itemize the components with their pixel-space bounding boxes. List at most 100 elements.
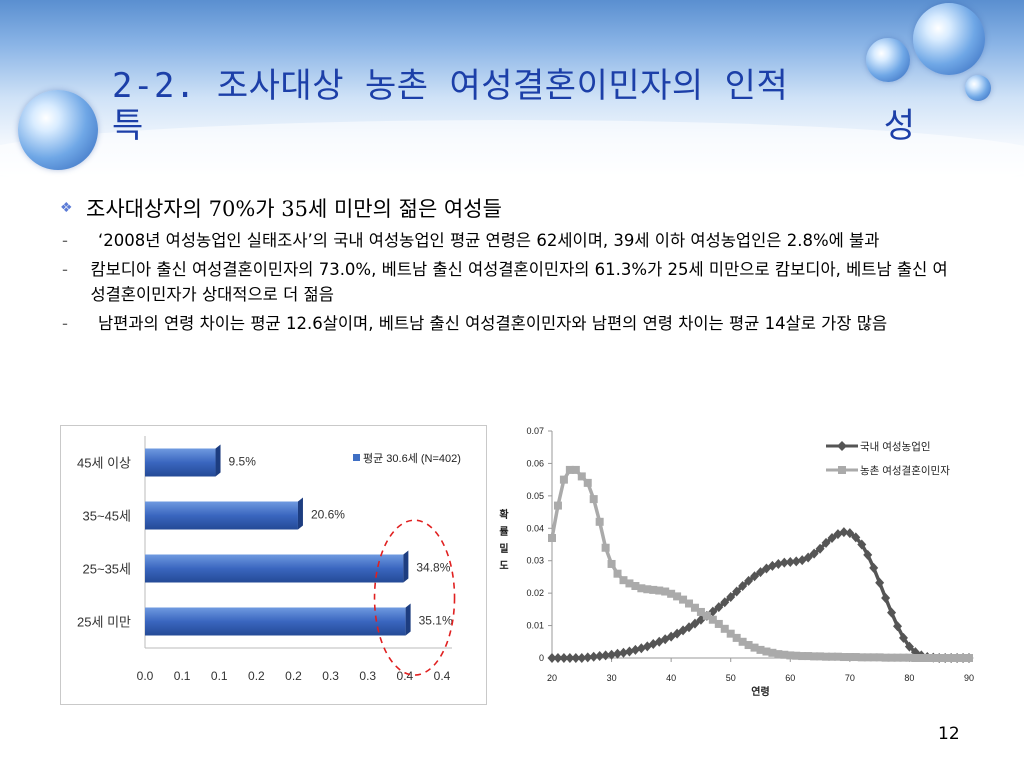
legend-label: 국내 여성농업인 [860, 440, 931, 453]
data-point [863, 549, 873, 560]
data-point [875, 653, 884, 662]
legend-marker [837, 441, 847, 451]
data-point [589, 495, 598, 504]
data-point [863, 653, 872, 662]
bar-value-label: 34.8% [416, 561, 450, 575]
data-point [624, 646, 634, 657]
header-banner [0, 0, 1024, 200]
data-point [667, 589, 676, 598]
bar-x-tick-label: 0.1 [174, 669, 191, 683]
bar-category-label: 35~45세 [83, 509, 131, 524]
data-point [845, 653, 854, 662]
data-point [815, 543, 825, 554]
data-point [809, 548, 819, 559]
slide-title-line2-right: 성 [883, 106, 915, 146]
dash-bullet-icon: - [62, 260, 68, 279]
slide-title-line2-left: 특 [112, 106, 144, 146]
y-tick-label: 0 [539, 653, 544, 663]
page-number: 12 [938, 724, 960, 744]
data-point [559, 653, 569, 663]
data-point [816, 652, 825, 661]
bar [145, 501, 298, 530]
data-point [642, 641, 652, 652]
data-point [649, 585, 658, 594]
data-point [869, 653, 878, 662]
data-point [798, 652, 807, 661]
data-point [577, 472, 586, 481]
y-tick-label: 0.03 [526, 556, 544, 566]
data-point [887, 607, 897, 618]
data-point [773, 558, 783, 569]
data-point [631, 582, 640, 591]
data-point [905, 653, 914, 662]
bar-x-tick-label: 0.4 [434, 669, 451, 683]
data-point [827, 533, 837, 544]
data-point [654, 636, 664, 647]
data-point [929, 654, 938, 662]
bar-x-tick-label: 0.3 [359, 669, 376, 683]
data-point [965, 654, 973, 662]
data-point [857, 539, 867, 550]
data-point [547, 653, 557, 663]
data-point [851, 653, 860, 662]
data-point [911, 654, 920, 662]
bubble-top-right-decoration [913, 3, 985, 75]
bar-side [215, 444, 221, 477]
bubble-large-decoration [18, 90, 98, 170]
data-point [661, 587, 670, 596]
data-point [857, 653, 866, 662]
data-point [625, 579, 634, 588]
bubble-tiny-decoration [965, 75, 991, 101]
data-point [893, 653, 902, 662]
data-point [708, 615, 717, 624]
data-point [553, 653, 563, 663]
data-point [565, 653, 575, 663]
bar-value-label: 9.5% [229, 455, 257, 469]
bar-side [297, 497, 303, 530]
y-axis-label-char: 확 [499, 508, 509, 521]
bar-x-tick-label: 0.0 [137, 669, 154, 683]
bar-category-label: 45세 이상 [77, 456, 131, 471]
data-point [583, 478, 592, 487]
data-point [953, 654, 962, 662]
sub-bullet: - ‘2008년 여성농업인 실태조사’의 국내 여성농업인 평균 연령은 62… [60, 228, 960, 253]
bar-category-label: 25~35세 [83, 562, 131, 577]
data-point [761, 563, 771, 574]
data-point [613, 569, 622, 578]
data-point [881, 593, 891, 604]
data-point [565, 465, 574, 474]
diamond-bullet-icon: ❖ [60, 200, 73, 216]
data-point [839, 527, 849, 538]
age-bar-chart-panel: 45세 이상 9.5% 35~45세 20.6% 25~35세 34.8% 25세 미만 35… [60, 425, 487, 705]
data-point [959, 654, 968, 662]
data-point [553, 501, 562, 510]
data-point [571, 465, 580, 474]
data-point [738, 637, 747, 646]
data-point [577, 653, 587, 663]
data-point [774, 650, 783, 659]
y-tick-label: 0.06 [526, 458, 544, 468]
data-point [607, 649, 617, 660]
bar-legend-label: 평균 30.6세 (N=402) [363, 452, 461, 465]
data-point [803, 552, 813, 563]
x-axis-label: 연령 [751, 685, 769, 698]
main-bullet: ❖ 조사대상자의 70%가 35세 미만의 젊은 여성들 [60, 192, 960, 224]
y-tick-label: 0.02 [526, 588, 544, 598]
data-point [708, 606, 718, 617]
x-tick-label: 50 [726, 673, 736, 683]
data-point [726, 629, 735, 638]
data-point [845, 528, 855, 539]
data-point [887, 653, 896, 662]
data-point [947, 654, 956, 662]
age-density-chart: 0 0.01 0.02 0.03 0.04 0.05 0.06 0.07 20 30 40 50 60 7… [499, 426, 974, 698]
data-point [804, 652, 813, 661]
data-point [595, 651, 605, 662]
data-point [720, 624, 729, 633]
bar-x-tick-label: 0.2 [248, 669, 265, 683]
data-point [690, 618, 700, 629]
bar-x-tick-label: 0.2 [285, 669, 302, 683]
data-point [875, 577, 885, 588]
data-point [762, 647, 771, 656]
data-point [917, 654, 926, 662]
sub-bullet-text: 남편과의 연령 차이는 평균 12.6살이며, 베트남 출신 여성결혼이민자와 … [98, 314, 888, 333]
